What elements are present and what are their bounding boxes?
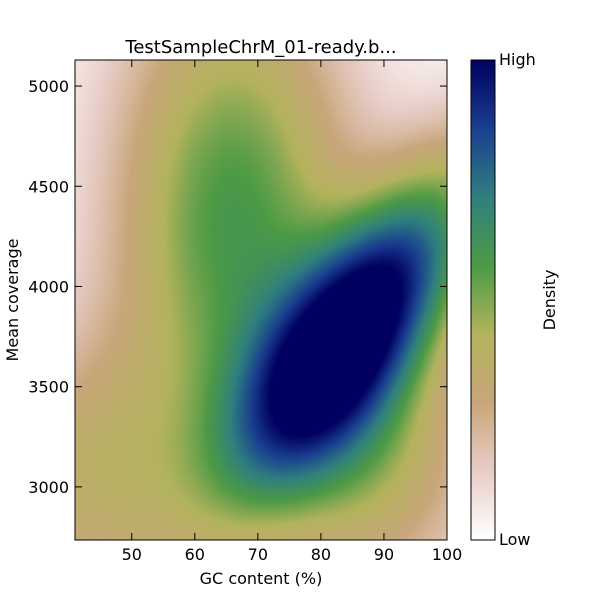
x-tick-label: 60 (185, 545, 205, 564)
x-tick-label: 80 (311, 545, 331, 564)
colorbar-high-label: High (499, 50, 536, 69)
y-axis-ticks: 3000 3500 4000 4500 5000 (28, 77, 447, 497)
y-tick-label: 3000 (28, 478, 69, 497)
density-field (75, 60, 447, 540)
x-axis-ticks: 50 60 70 80 90 100 (122, 60, 463, 564)
x-axis-label: GC content (%) (200, 569, 323, 588)
x-tick-label: 50 (122, 545, 142, 564)
colorbar: High Low Density (470, 50, 559, 549)
y-tick-label: 3500 (28, 378, 69, 397)
y-tick-label: 5000 (28, 77, 69, 96)
x-tick-label: 90 (374, 545, 394, 564)
colorbar-gradient (470, 59, 496, 541)
density-field-container (75, 60, 447, 540)
y-axis-label: Mean coverage (3, 239, 22, 362)
plot-frame (74, 59, 448, 541)
plot-area: 50 60 70 80 90 100 3000 3500 4000 4500 5000 (28, 59, 463, 564)
y-tick-label: 4500 (28, 177, 69, 196)
colorbar-low-label: Low (499, 530, 531, 549)
chart-title: TestSampleChrM_01-ready.b... (124, 37, 396, 58)
y-tick-label: 4000 (28, 277, 69, 296)
colorbar-title: Density (540, 270, 559, 331)
x-tick-label: 100 (432, 545, 463, 564)
x-tick-label: 70 (248, 545, 268, 564)
